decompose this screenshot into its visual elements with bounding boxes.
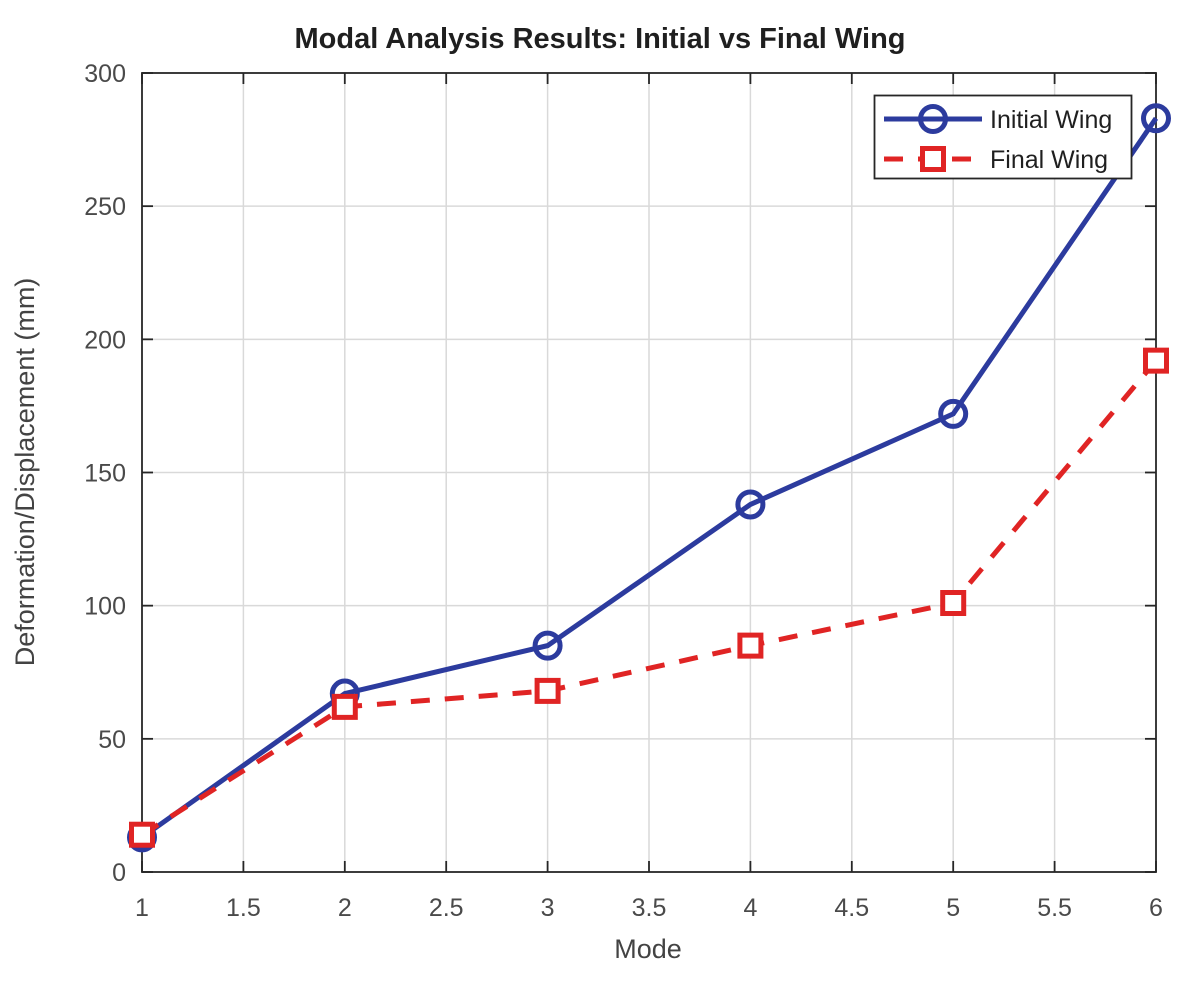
marker-final-wing-mode-4 (737, 632, 764, 659)
x-tick-label-5: 5 (946, 894, 960, 922)
series-line-final-wing (140, 359, 1158, 837)
y-tick-label-50: 50 (98, 726, 126, 754)
marker-final-wing-mode-1 (129, 821, 155, 848)
y-tick-label-100: 100 (84, 593, 126, 621)
marker-initial-wing-mode-3 (532, 630, 563, 661)
marker-initial-wing-mode-5 (938, 398, 969, 429)
marker-final-wing-mode-2 (331, 693, 358, 720)
marker-initial-wing-mode-4 (735, 489, 766, 520)
y-tick-label-200: 200 (84, 326, 126, 354)
series-line-initial-wing (140, 116, 1159, 840)
y-tick-label-0: 0 (112, 859, 126, 887)
x-tick-label-4: 4 (743, 894, 757, 922)
chart-layer: 1 1.5 2 2.5 3 3.5 4 4.5 5 5.5 6 0 50 100 150 200 250 300 (84, 60, 1171, 922)
legend-entry-label-final-wing: Final Wing (990, 146, 1108, 174)
y-tick-label-300: 300 (84, 60, 126, 88)
legend-entry-label-initial-wing: Initial Wing (990, 106, 1112, 134)
marker-initial-wing-legend (918, 104, 948, 134)
x-tick-label-4.5: 4.5 (834, 894, 869, 922)
y-tick-label-250: 250 (84, 193, 126, 221)
marker-final-wing-mode-3 (534, 677, 561, 704)
marker-final-wing-legend (920, 146, 946, 172)
y-axis-label: Deformation/Displacement (mm) (10, 278, 40, 667)
y-tick-label-150: 150 (84, 460, 126, 488)
x-tick-label-2: 2 (338, 894, 352, 922)
legend: Initial Wing Final Wing (873, 94, 1133, 180)
chart-title: Modal Analysis Results: Initial vs Final… (295, 23, 906, 55)
x-tick-label-1: 1 (135, 894, 149, 922)
legend-box (873, 94, 1133, 180)
x-tick-label-6: 6 (1149, 894, 1163, 922)
marker-initial-wing-mode-6 (1141, 103, 1171, 134)
x-tick-label-3.5: 3.5 (632, 894, 667, 922)
x-tick-label-3: 3 (541, 894, 555, 922)
x-axis-label: Mode (614, 934, 682, 964)
marker-final-wing-mode-5 (940, 590, 967, 617)
x-tick-label-1.5: 1.5 (226, 894, 261, 922)
marker-final-wing-mode-6 (1143, 347, 1169, 374)
x-tick-label-5.5: 5.5 (1037, 894, 1072, 922)
x-tick-label-2.5: 2.5 (429, 894, 464, 922)
